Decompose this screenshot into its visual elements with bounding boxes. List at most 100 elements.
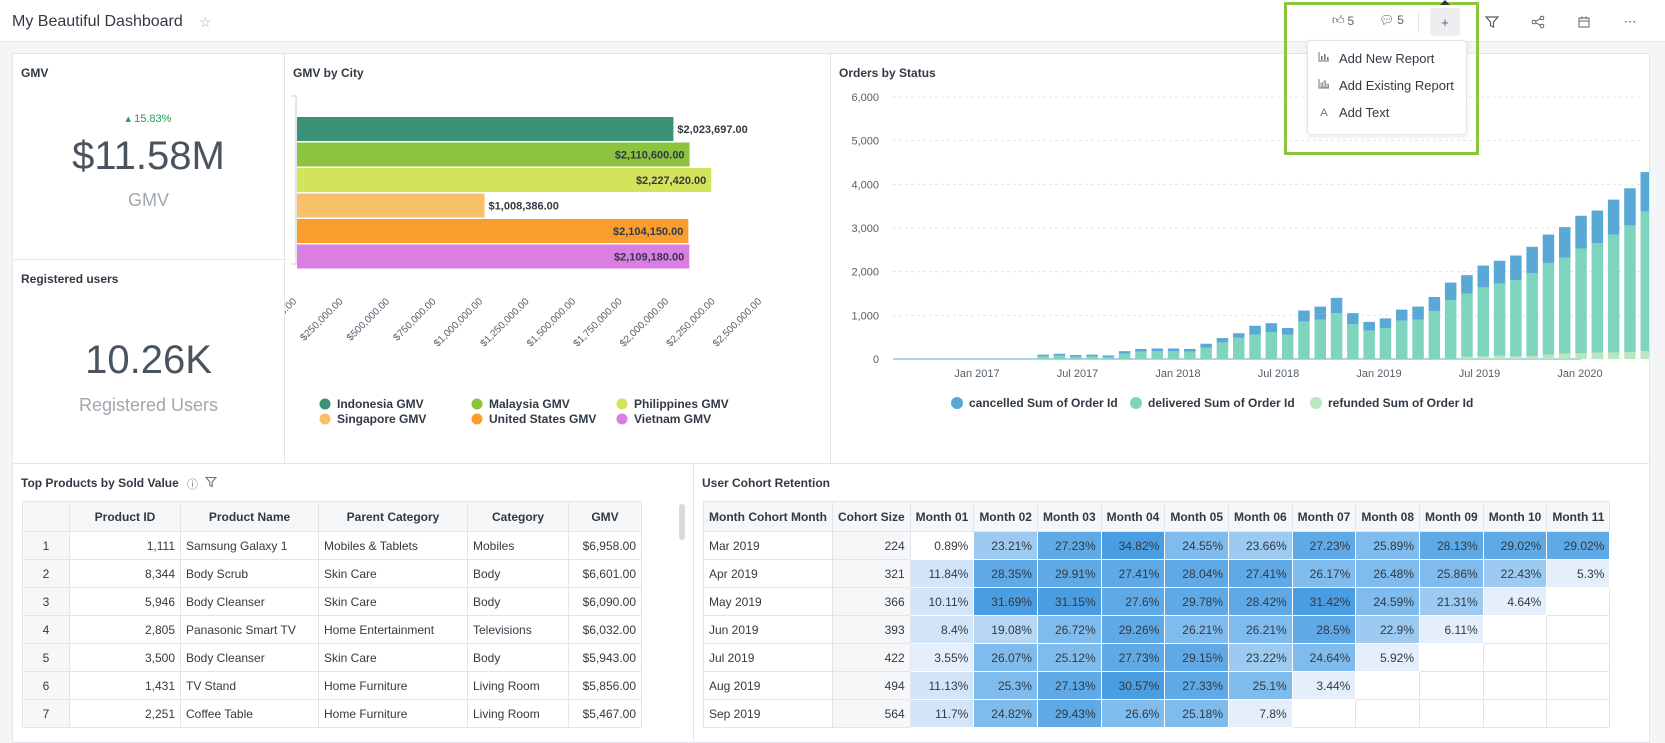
table-cell: 26.48% (1355, 559, 1421, 588)
bar-segment (1542, 234, 1555, 263)
table-cell: TV Stand (180, 671, 319, 700)
add-new-report-item[interactable]: Add New Report (1318, 51, 1434, 66)
table-row[interactable]: 7 2,251 Coffee Table Home Furniture Living R… (22, 699, 642, 728)
like-button[interactable]: 👍︎ 5 (1332, 13, 1354, 28)
column-header[interactable] (22, 501, 70, 532)
bar-segment (1347, 313, 1359, 325)
table-cell: 3 (22, 587, 70, 616)
bar-segment (1167, 351, 1180, 359)
x-tick-label: Jul 2018 (1258, 368, 1300, 380)
table-cell: Skin Care (318, 643, 468, 672)
table-row[interactable]: Mar 2019 224 0.89% 23.21% 27.23% 34.82% 24.55%… (703, 531, 1611, 560)
filter-icon[interactable] (204, 476, 218, 491)
bar-segment (1461, 293, 1473, 357)
bar-segment (1640, 172, 1649, 212)
table-cell: Coffee Table (180, 699, 319, 728)
column-header[interactable]: GMV (568, 501, 642, 532)
column-header[interactable]: Month 10 (1482, 501, 1548, 532)
table-cell (1546, 587, 1611, 616)
column-header[interactable]: Month 03 (1036, 501, 1102, 532)
legend-swatch (471, 398, 483, 410)
table-row[interactable]: 3 5,946 Body Cleanser Skin Care Body $6,090.0… (22, 587, 642, 616)
gmv-change: ▴ 15.83% (125, 113, 172, 125)
table-row[interactable]: Aug 2019 494 11.13% 25.3% 27.13% 30.57% 27.33%… (703, 671, 1611, 700)
table-cell: Skin Care (318, 587, 468, 616)
table-row[interactable]: 5 3,500 Body Cleanser Skin Care Body $5,943.0… (22, 643, 642, 672)
table-row[interactable]: Jul 2019 422 3.55% 26.07% 25.12% 27.73% 29.15%… (703, 643, 1611, 672)
bar-segment (1314, 319, 1326, 359)
column-header[interactable]: Month 07 (1291, 501, 1357, 532)
star-icon[interactable]: ☆ (199, 14, 212, 30)
table-cell (1419, 643, 1484, 672)
bar-segment (1281, 334, 1294, 359)
comment-icon: 💬︎ (1379, 13, 1395, 27)
table-cell: 29.02% (1482, 531, 1548, 560)
column-header[interactable]: Cohort Size (831, 501, 911, 532)
bar-segment (1461, 275, 1473, 294)
x-tick-label: Jul 2017 (1057, 368, 1099, 380)
top-products-widget: Top Products by Sold Value ⓘ Product ID P… (12, 463, 694, 743)
table-row[interactable]: 1 1,111 Samsung Galaxy 1 Mobiles & Tablets M… (22, 531, 642, 560)
table-cell: 22.43% (1482, 559, 1548, 588)
filter-settings-icon[interactable] (1477, 8, 1507, 36)
table-cell: Body Cleanser (180, 643, 319, 672)
table-cell: 5.92% (1355, 643, 1421, 672)
column-header[interactable]: Month 02 (973, 501, 1038, 532)
column-header[interactable]: Month 05 (1164, 501, 1229, 532)
more-options-icon[interactable]: ⋯ (1623, 14, 1637, 29)
tick-label: $2,250,000.00 (665, 296, 718, 349)
table-cell: 34.82% (1100, 531, 1166, 560)
share-icon[interactable] (1523, 8, 1553, 36)
add-existing-report-item[interactable]: Add Existing Report (1318, 78, 1454, 93)
table-cell: $5,856.00 (568, 671, 642, 700)
bar-segment (1412, 319, 1424, 359)
column-header[interactable]: Product ID (69, 501, 181, 532)
bar-segment (1510, 356, 1522, 359)
bar-segment (1624, 225, 1636, 353)
tick-label: $1,500,000.00 (525, 296, 578, 349)
column-header[interactable]: Month 09 (1419, 501, 1484, 532)
add-button[interactable]: + (1430, 8, 1460, 36)
bar-segment (1542, 354, 1555, 359)
table-cell: 29.78% (1164, 587, 1229, 616)
table-row[interactable]: Sep 2019 564 11.7% 24.82% 29.43% 26.6% 25.18% 7… (703, 699, 1611, 728)
gmv-by-city-chart: $2,023,697.00 $2,110,600.00 $2,227,420.00 $… (285, 95, 764, 426)
bar-segment (1118, 351, 1131, 354)
info-icon[interactable]: ⓘ (187, 479, 198, 491)
table-cell: 6.11% (1419, 615, 1484, 644)
table-cell: 1,431 (69, 671, 181, 700)
comment-button[interactable]: 💬︎ 5 (1379, 13, 1404, 27)
column-header[interactable]: Product Name (180, 501, 319, 532)
bar-segment (1265, 331, 1278, 359)
table-cell (1355, 699, 1421, 728)
column-header[interactable]: Month 06 (1228, 501, 1293, 532)
column-header[interactable]: Month 11 (1546, 501, 1611, 532)
column-header[interactable]: Month 04 (1100, 501, 1166, 532)
column-header[interactable]: Month Cohort Month (703, 501, 833, 532)
table-row[interactable]: 4 2,805 Panasonic Smart TV Home Entertainme… (22, 615, 642, 644)
table-cell: 31.42% (1291, 587, 1357, 616)
table-cell: Body (467, 559, 569, 588)
table-row[interactable]: 2 8,344 Body Scrub Skin Care Body $6,601.00 (22, 559, 642, 588)
bar-segment (1444, 300, 1457, 359)
table-row[interactable]: May 2019 366 10.11% 31.69% 31.15% 27.6% 29.78%… (703, 587, 1611, 616)
bar-segment (1461, 356, 1473, 359)
column-header[interactable]: Parent Category (318, 501, 468, 532)
bar (297, 168, 712, 192)
column-header[interactable]: Month 01 (909, 501, 975, 532)
bar-segment (1265, 323, 1278, 332)
table-cell: 27.6% (1100, 587, 1166, 616)
table-row[interactable]: Jun 2019 393 8.4% 19.08% 26.72% 29.26% 26.21% 2… (703, 615, 1611, 644)
table-row[interactable]: 6 1,431 TV Stand Home Furniture Living Room $… (22, 671, 642, 700)
calendar-icon[interactable] (1569, 8, 1599, 36)
table-row[interactable]: Apr 2019 321 11.84% 28.35% 29.91% 27.41% 28.04… (703, 559, 1611, 588)
bar-chart-icon (1318, 52, 1330, 65)
bar-segment (1330, 313, 1343, 359)
column-header[interactable]: Category (467, 501, 569, 532)
bar-segment (1526, 355, 1538, 359)
column-header[interactable]: Month 08 (1355, 501, 1421, 532)
add-text-item[interactable]: A Add Text (1318, 105, 1389, 120)
table-scrollbar[interactable] (679, 504, 685, 540)
table-cell: Apr 2019 (703, 559, 833, 588)
table-cell: Skin Care (318, 559, 468, 588)
